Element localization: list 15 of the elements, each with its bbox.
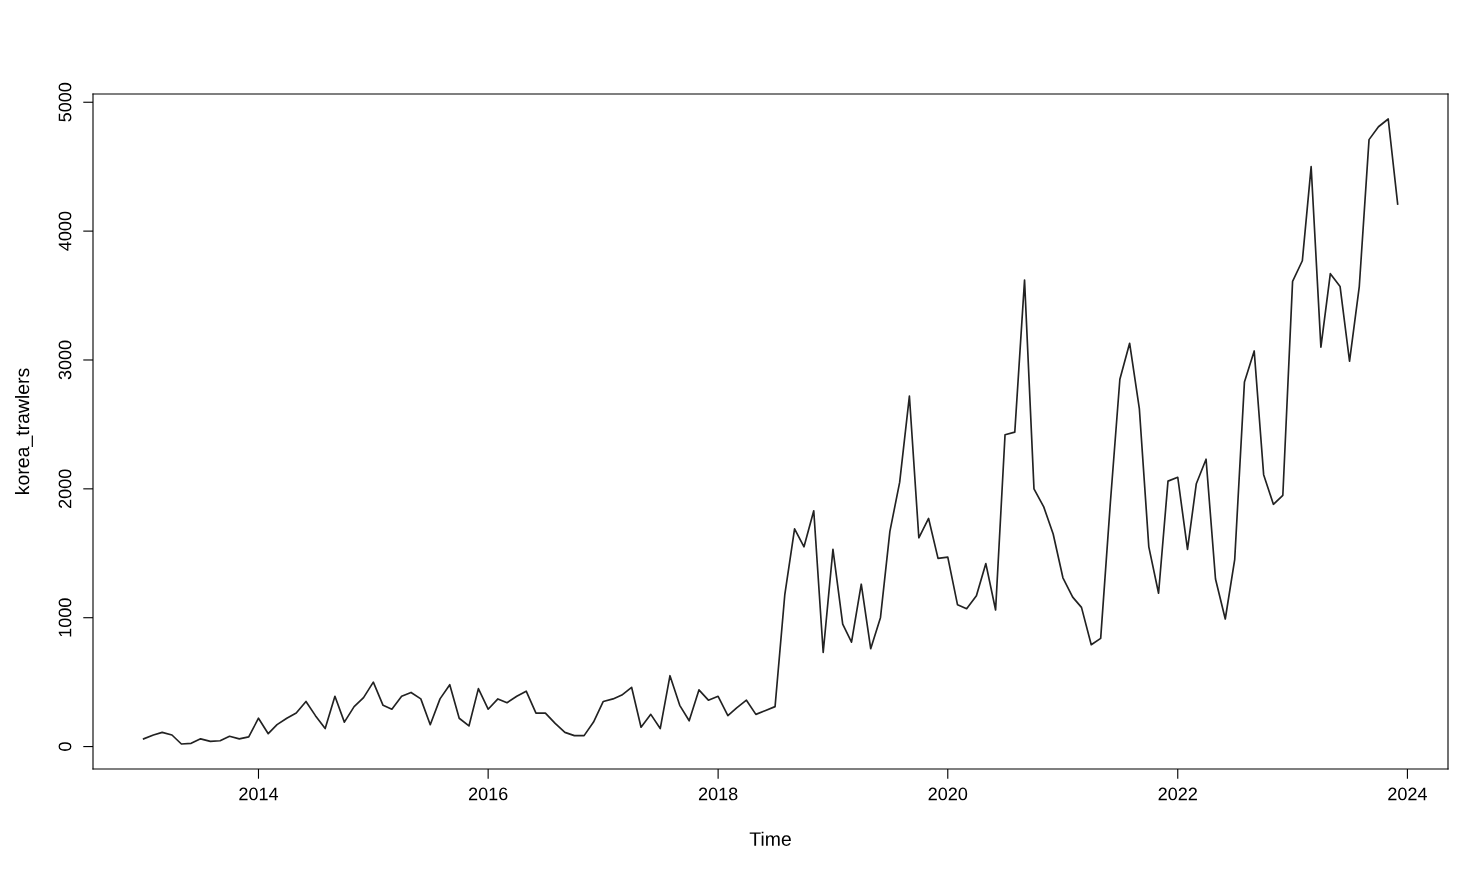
x-tick-label: 2024 bbox=[1388, 787, 1427, 801]
x-tick-label: 2014 bbox=[239, 787, 279, 801]
y-axis-title: korea_trawlers bbox=[14, 368, 33, 494]
x-tick-label: 2022 bbox=[1158, 787, 1197, 801]
y-tick-label: 5000 bbox=[58, 82, 72, 122]
x-tick-label: 2018 bbox=[698, 787, 738, 801]
y-tick-label: 2000 bbox=[58, 469, 72, 509]
x-axis-title: Time bbox=[749, 831, 791, 846]
y-tick-label: 4000 bbox=[58, 211, 72, 251]
x-tick-label: 2016 bbox=[468, 787, 508, 801]
line-series bbox=[142, 118, 1399, 745]
x-tick-label: 2020 bbox=[928, 787, 968, 801]
y-tick-label: 1000 bbox=[58, 598, 72, 637]
y-tick-label: 0 bbox=[58, 742, 72, 751]
y-tick-label: 3000 bbox=[58, 340, 72, 380]
